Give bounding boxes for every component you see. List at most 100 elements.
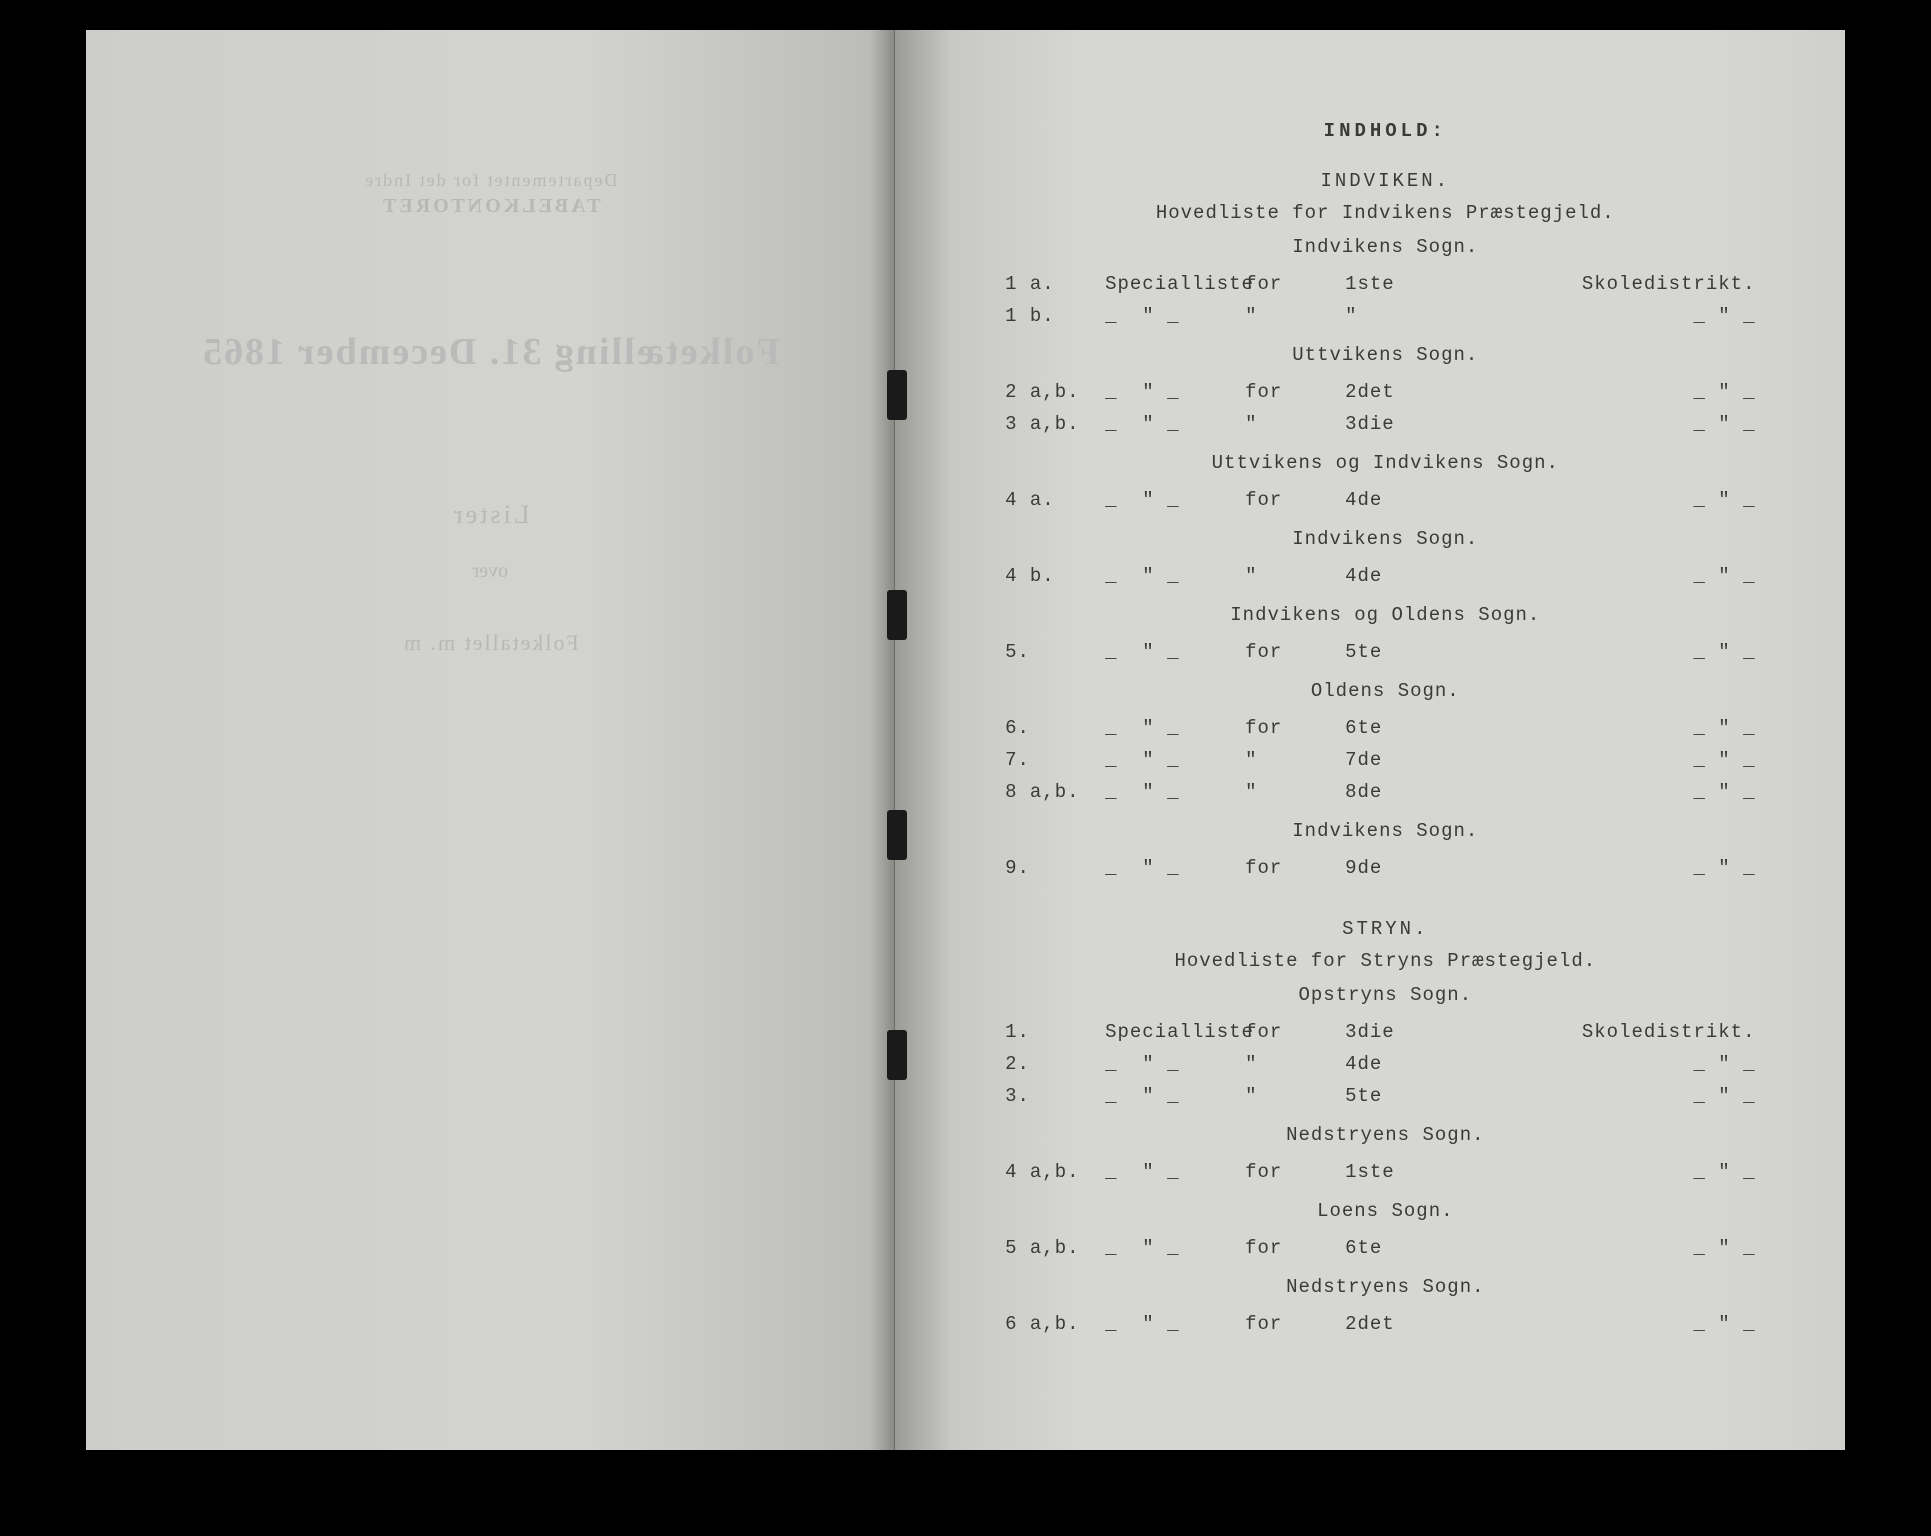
binding-stitch xyxy=(887,370,907,420)
row-ordinal: 3die xyxy=(1345,413,1445,435)
sogn-heading: Nedstryens Sogn. xyxy=(1005,1124,1765,1146)
row-ordinal: 5te xyxy=(1345,1085,1445,1107)
row-ref: 2. xyxy=(1005,1053,1105,1075)
sogn-heading: Indvikens Sogn. xyxy=(1005,820,1765,842)
row-type: Specialliste xyxy=(1105,1021,1245,1043)
sogn-heading: Nedstryens Sogn. xyxy=(1005,1276,1765,1298)
row-type: _ " _ xyxy=(1105,413,1245,435)
row-district: _ " _ xyxy=(1445,749,1765,771)
row-for: for xyxy=(1245,489,1345,511)
row-district: _ " _ xyxy=(1445,1313,1765,1335)
indhold-title: INDHOLD: xyxy=(1005,120,1765,142)
ghost-census-title: Folketælling 31. December 1865 xyxy=(86,330,895,374)
index-row: 5._ " _for5te_ " _ xyxy=(1005,636,1765,668)
row-ref: 6 a,b. xyxy=(1005,1313,1105,1335)
row-ref: 2 a,b. xyxy=(1005,381,1105,403)
row-ref: 4 a. xyxy=(1005,489,1105,511)
row-for: " xyxy=(1245,749,1345,771)
row-ordinal: 4de xyxy=(1345,489,1445,511)
section1-body: Indvikens Sogn.1 a.Speciallistefor1steSk… xyxy=(1005,236,1765,884)
index-row: 1.Speciallistefor3dieSkoledistrikt. xyxy=(1005,1016,1765,1048)
section-stryn: STRYN. xyxy=(1005,918,1765,940)
row-for: for xyxy=(1245,1237,1345,1259)
ghost-over: over xyxy=(86,560,895,583)
row-ref: 7. xyxy=(1005,749,1105,771)
row-district: _ " _ xyxy=(1445,381,1765,403)
sogn-heading: Oldens Sogn. xyxy=(1005,680,1765,702)
row-for: for xyxy=(1245,717,1345,739)
sogn-heading: Uttvikens Sogn. xyxy=(1005,344,1765,366)
row-type: _ " _ xyxy=(1105,717,1245,739)
row-type: Specialliste xyxy=(1105,273,1245,295)
row-for: for xyxy=(1245,641,1345,663)
row-type: _ " _ xyxy=(1105,641,1245,663)
row-district: _ " _ xyxy=(1445,565,1765,587)
row-ref: 4 b. xyxy=(1005,565,1105,587)
row-ref: 1. xyxy=(1005,1021,1105,1043)
section-indviken: INDVIKEN. xyxy=(1005,170,1765,192)
row-type: _ " _ xyxy=(1105,1161,1245,1183)
hovedliste-stryn: Hovedliste for Stryns Præstegjeld. xyxy=(1005,950,1765,972)
row-ordinal: 9de xyxy=(1345,857,1445,879)
row-district: _ " _ xyxy=(1445,1053,1765,1075)
row-type: _ " _ xyxy=(1105,381,1245,403)
row-for: " xyxy=(1245,781,1345,803)
hovedliste-indviken: Hovedliste for Indvikens Præstegjeld. xyxy=(1005,202,1765,224)
binding-stitch xyxy=(887,810,907,860)
index-row: 9._ " _for9de_ " _ xyxy=(1005,852,1765,884)
row-type: _ " _ xyxy=(1105,565,1245,587)
row-district: Skoledistrikt. xyxy=(1445,1021,1765,1043)
sogn-heading: Opstryns Sogn. xyxy=(1005,984,1765,1006)
row-ref: 5. xyxy=(1005,641,1105,663)
row-ordinal: 1ste xyxy=(1345,1161,1445,1183)
row-type: _ " _ xyxy=(1105,1237,1245,1259)
row-district: _ " _ xyxy=(1445,1237,1765,1259)
row-type: _ " _ xyxy=(1105,857,1245,879)
row-type: _ " _ xyxy=(1105,1085,1245,1107)
index-row: 4 a._ " _for4de_ " _ xyxy=(1005,484,1765,516)
row-ref: 1 b. xyxy=(1005,305,1105,327)
book-spread: Departementet for det Indre TABELKONTORE… xyxy=(86,30,1846,1450)
row-district: _ " _ xyxy=(1445,1085,1765,1107)
index-row: 3 a,b._ " _"3die_ " _ xyxy=(1005,408,1765,440)
ghost-folketallet: Folketallet m. m xyxy=(86,630,895,656)
row-for: " xyxy=(1245,565,1345,587)
row-ordinal: 2det xyxy=(1345,381,1445,403)
row-for: " xyxy=(1245,1053,1345,1075)
row-ref: 1 a. xyxy=(1005,273,1105,295)
ghost-lister: Lister xyxy=(86,500,895,530)
left-page: Departementet for det Indre TABELKONTORE… xyxy=(86,30,896,1450)
row-ref: 3 a,b. xyxy=(1005,413,1105,435)
row-district: _ " _ xyxy=(1445,717,1765,739)
row-for: for xyxy=(1245,381,1345,403)
index-row: 4 b._ " _"4de_ " _ xyxy=(1005,560,1765,592)
row-type: _ " _ xyxy=(1105,749,1245,771)
row-district: _ " _ xyxy=(1445,1161,1765,1183)
row-ordinal: 6te xyxy=(1345,717,1445,739)
row-district: _ " _ xyxy=(1445,641,1765,663)
row-for: " xyxy=(1245,1085,1345,1107)
row-ref: 6. xyxy=(1005,717,1105,739)
binding-stitch xyxy=(887,1030,907,1080)
row-type: _ " _ xyxy=(1105,489,1245,511)
sogn-heading: Indvikens Sogn. xyxy=(1005,236,1765,258)
row-ordinal: 2det xyxy=(1345,1313,1445,1335)
row-type: _ " _ xyxy=(1105,305,1245,327)
row-district: _ " _ xyxy=(1445,305,1765,327)
row-ordinal: 3die xyxy=(1345,1021,1445,1043)
row-district: Skoledistrikt. xyxy=(1445,273,1765,295)
row-ref: 9. xyxy=(1005,857,1105,879)
row-ordinal: 4de xyxy=(1345,565,1445,587)
row-type: _ " _ xyxy=(1105,1313,1245,1335)
index-row: 7._ " _"7de_ " _ xyxy=(1005,744,1765,776)
row-ordinal: 7de xyxy=(1345,749,1445,771)
row-ordinal: 6te xyxy=(1345,1237,1445,1259)
row-ordinal: 4de xyxy=(1345,1053,1445,1075)
ghost-dept-line: Departementet for det Indre xyxy=(86,170,895,191)
section2-body: Opstryns Sogn.1.Speciallistefor3dieSkole… xyxy=(1005,984,1765,1340)
sogn-heading: Indvikens Sogn. xyxy=(1005,528,1765,550)
row-for: for xyxy=(1245,1021,1345,1043)
row-for: for xyxy=(1245,1313,1345,1335)
row-for: for xyxy=(1245,1161,1345,1183)
row-ref: 5 a,b. xyxy=(1005,1237,1105,1259)
